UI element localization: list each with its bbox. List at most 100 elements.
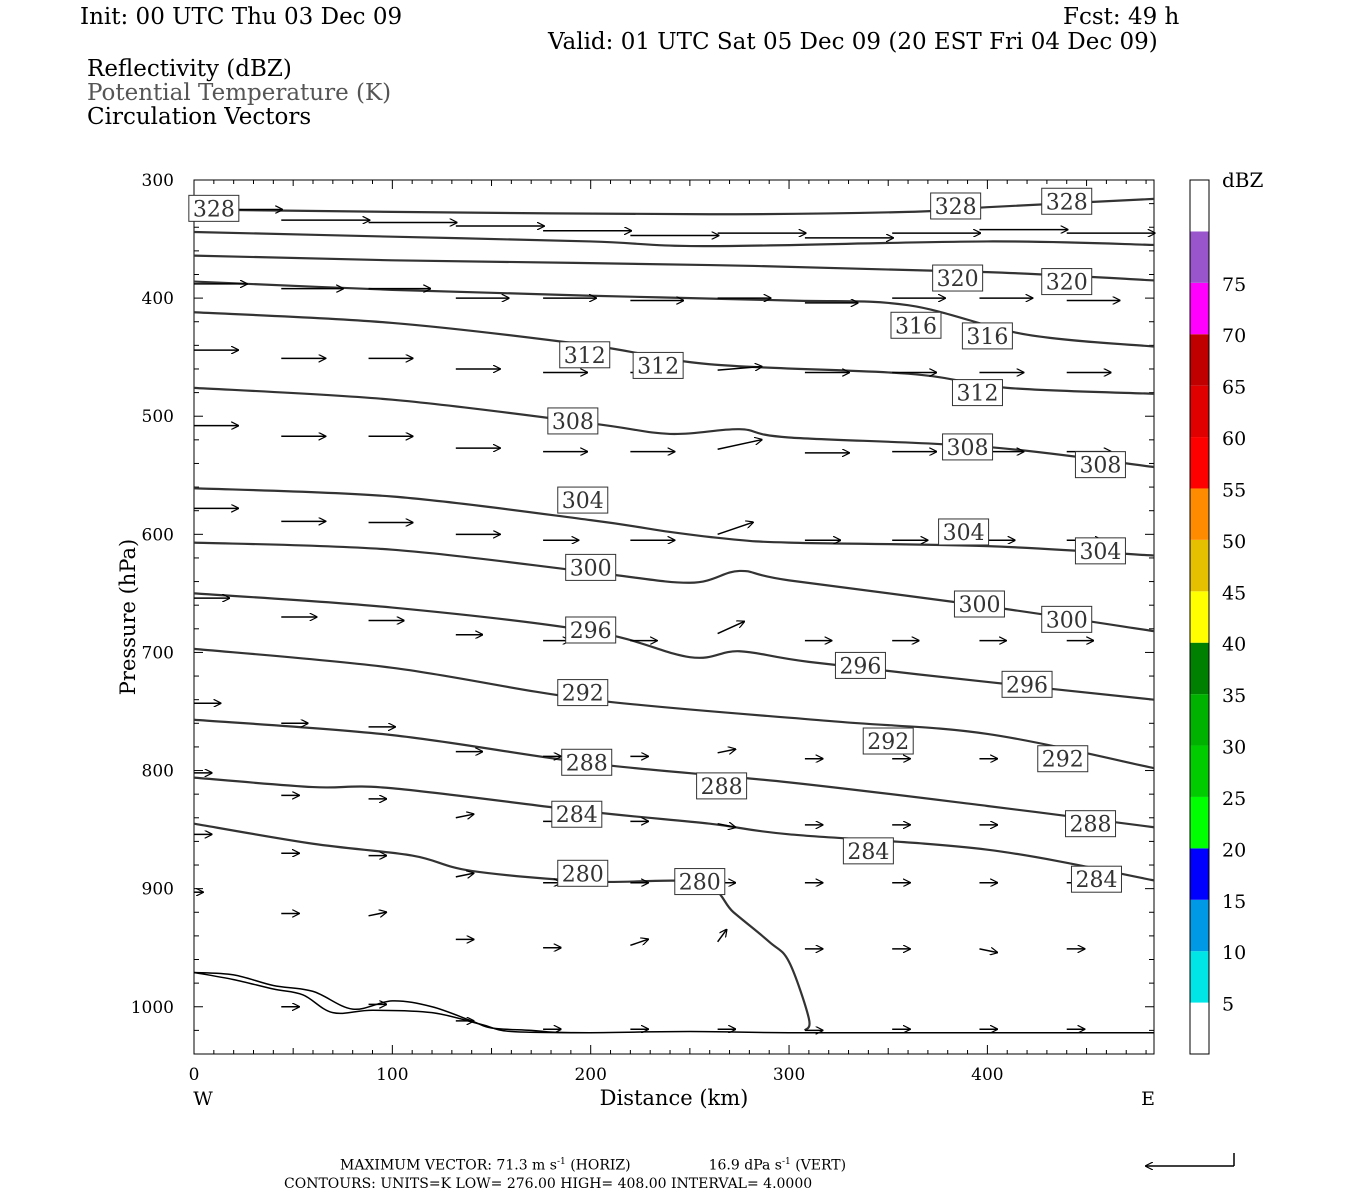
- contour-label-box: [632, 351, 684, 379]
- terrain-line: [193, 971, 1154, 1034]
- colorbar-frame: [1189, 179, 1210, 1055]
- contour-label-box: [1074, 451, 1126, 479]
- y-tick-label: 900: [142, 880, 174, 900]
- theta-contour-296: [193, 592, 1155, 701]
- theta-contour-280: [193, 822, 811, 1032]
- contour-label: 312: [637, 354, 679, 379]
- contour-label-box: [1041, 187, 1093, 215]
- forecast-hour: Fcst: 49 h: [1063, 4, 1180, 30]
- contour-label: 296: [839, 654, 881, 679]
- contour-label-box: [559, 341, 611, 369]
- max-vector-vert-value: 16.9 dPa s: [708, 1157, 782, 1174]
- contour-label-box: [842, 837, 894, 865]
- colorbar-segment: [1190, 488, 1209, 540]
- contour-label: 312: [564, 344, 606, 369]
- circulation-vector: [979, 949, 997, 953]
- y-tick-label: 600: [142, 525, 174, 545]
- theta-contour-292: [193, 647, 1155, 770]
- colorbar-segment: [1190, 334, 1209, 386]
- contour-label: 304: [562, 489, 604, 514]
- contour-label: 288: [701, 775, 743, 800]
- colorbar-label: 5: [1222, 994, 1234, 1016]
- contour-label-box: [930, 192, 982, 220]
- contour-label: 284: [847, 840, 889, 865]
- contour-label-box: [1001, 670, 1053, 698]
- contour-label: 284: [1075, 868, 1117, 893]
- colorbar-label: 25: [1222, 788, 1246, 810]
- colorbar-segment: [1190, 437, 1209, 489]
- theta-contour-328: [193, 197, 1155, 216]
- contour-label: 280: [562, 862, 604, 887]
- plot-frame: [193, 179, 1155, 1055]
- y-tick-label: 400: [142, 289, 174, 309]
- colorbar-label: 10: [1222, 942, 1246, 964]
- contour-label: 328: [1046, 190, 1088, 215]
- contour-label: 288: [566, 751, 608, 776]
- contour-label: 296: [570, 619, 612, 644]
- colorbar-segment: [1190, 951, 1209, 1003]
- colorbar-segment: [1190, 180, 1209, 232]
- x-tick-label: 100: [376, 1065, 408, 1085]
- contour-label: 300: [570, 556, 612, 581]
- contour-label-box: [942, 433, 994, 461]
- legend-vectors: Circulation Vectors: [87, 104, 312, 130]
- x-tick-label: 300: [773, 1065, 805, 1085]
- theta-contour-324: [193, 230, 1155, 248]
- contour-label: 316: [966, 325, 1008, 350]
- y-axis-label: Pressure (hPa): [116, 539, 140, 695]
- contour-label: 312: [956, 382, 998, 407]
- colorbar-segment: [1190, 694, 1209, 746]
- x-axis-label: Distance (km): [600, 1086, 749, 1110]
- colorbar-label: 70: [1222, 325, 1246, 347]
- colorbar-segment: [1190, 282, 1209, 335]
- colorbar-segment: [1190, 796, 1209, 849]
- colorbar-label: 75: [1222, 274, 1246, 296]
- colorbar-label: 35: [1222, 685, 1246, 707]
- colorbar-title: dBZ: [1222, 168, 1264, 192]
- y-tick-label: 1000: [131, 998, 174, 1018]
- circulation-vector: [630, 939, 648, 947]
- max-vector-vert-label: (VERT): [790, 1157, 847, 1174]
- x-tick-label: 200: [574, 1065, 606, 1085]
- max-vector-line: MAXIMUM VECTOR: 71.3 m s-1 (HORIZ) 16.9 d…: [340, 1157, 846, 1174]
- max-vector-exp-horiz: -1: [556, 1157, 566, 1167]
- colorbar-label: 20: [1222, 839, 1246, 861]
- valid-time: Valid: 01 UTC Sat 05 Dec 09 (20 EST Fri …: [548, 29, 1158, 55]
- contour-label-box: [1037, 745, 1089, 773]
- contour-label-box: [1074, 537, 1126, 565]
- terrain-line-lower: [193, 971, 591, 1034]
- contour-label: 292: [867, 730, 909, 755]
- colorbar-segment: [1190, 642, 1209, 695]
- y-tick-label: 500: [142, 407, 174, 427]
- contour-label-box: [565, 553, 617, 581]
- contour-label-box: [862, 727, 914, 755]
- contour-label-box: [961, 322, 1013, 350]
- contour-label-box: [188, 194, 240, 222]
- contour-label-box: [953, 590, 1005, 618]
- max-vector-exp-vert: -1: [781, 1157, 791, 1167]
- contour-label: 292: [562, 682, 604, 707]
- y-tick-label: 300: [142, 171, 174, 191]
- circulation-vector: [717, 749, 736, 753]
- contour-label: 304: [943, 521, 985, 546]
- circulation-vector: [368, 912, 387, 916]
- theta-contour-304: [193, 487, 1155, 557]
- y-tick-label: 800: [142, 762, 174, 782]
- contour-label: 292: [1042, 748, 1084, 773]
- circulation-vector: [717, 522, 753, 536]
- circulation-vector: [717, 622, 744, 635]
- contour-label-box: [1041, 605, 1093, 633]
- circulation-vector: [717, 930, 727, 943]
- contour-label: 300: [1046, 608, 1088, 633]
- contour-label-box: [547, 407, 599, 435]
- contours-info: CONTOURS: UNITS=K LOW= 276.00 HIGH= 408.…: [284, 1176, 813, 1192]
- contour-label: 316: [895, 314, 937, 339]
- circulation-vector: [717, 824, 736, 828]
- contour-label-box: [1070, 865, 1122, 893]
- contour-label-box: [1065, 810, 1117, 838]
- contour-label-box: [834, 651, 886, 679]
- contour-label-box: [557, 486, 609, 514]
- colorbar-label: 30: [1222, 737, 1246, 759]
- legend-reflectivity: Reflectivity (dBZ): [87, 56, 292, 82]
